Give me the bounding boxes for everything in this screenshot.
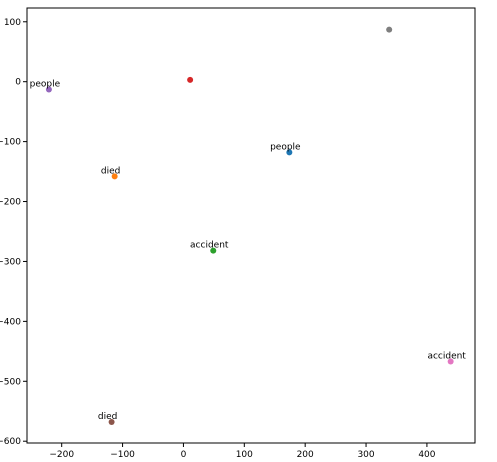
x-tick-label: 100: [236, 450, 253, 460]
y-tick-label: −600: [0, 437, 21, 447]
y-tick-label: −100: [0, 138, 21, 148]
point: [111, 173, 118, 180]
y-tick-label: −300: [0, 257, 21, 267]
point: [386, 26, 393, 33]
point-label: people: [30, 79, 61, 89]
x-tick-label: −200: [49, 450, 74, 460]
point-label: people: [270, 142, 301, 152]
point-label: accident: [427, 352, 466, 362]
y-tick-label: −400: [0, 317, 21, 327]
point: [286, 149, 293, 156]
y-tick-label: −200: [0, 198, 21, 208]
point: [187, 76, 194, 83]
x-tick-label: 400: [418, 450, 435, 460]
point-label: accident: [190, 241, 229, 251]
point-label: died: [98, 412, 117, 422]
x-tick-label: 300: [357, 450, 374, 460]
x-tick-label: 200: [297, 450, 314, 460]
y-tick-label: 0: [15, 78, 21, 88]
y-tick-label: −500: [0, 377, 21, 387]
point-label: died: [101, 166, 120, 176]
x-tick-label: −100: [110, 450, 135, 460]
point: [447, 358, 454, 365]
y-tick-label: 100: [4, 18, 21, 28]
point: [210, 247, 217, 254]
point: [108, 419, 115, 426]
x-tick-label: 0: [181, 450, 187, 460]
plot-frame: [26, 7, 476, 444]
point: [45, 86, 52, 93]
